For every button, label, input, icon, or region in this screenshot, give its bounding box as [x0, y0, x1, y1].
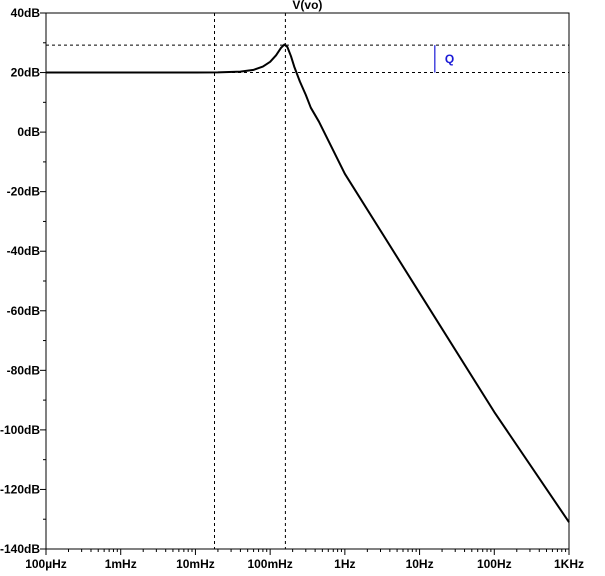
y-tick-label: 40dB	[11, 6, 41, 20]
y-tick-label: -140dB	[0, 542, 40, 556]
q-marker-label: Q	[445, 52, 454, 66]
y-tick-label: -100dB	[0, 423, 40, 437]
x-tick-label: 1KHz	[554, 557, 584, 571]
x-tick-label: 100Hz	[477, 557, 512, 571]
y-tick-label: -80dB	[7, 363, 41, 377]
plot-frame	[45, 12, 570, 550]
chart-title: V(vo)	[292, 0, 322, 12]
y-tick-label: -40dB	[7, 244, 41, 258]
y-tick-label: -20dB	[7, 185, 41, 199]
y-tick-label: 20dB	[11, 66, 41, 80]
y-tick-label: -120dB	[0, 482, 40, 496]
x-tick-label: 100mHz	[247, 557, 292, 571]
y-tick-label: -60dB	[7, 304, 41, 318]
x-tick-label: 10Hz	[406, 557, 434, 571]
x-tick-label: 1mHz	[105, 557, 137, 571]
x-tick-label: 10mHz	[176, 557, 215, 571]
y-tick-label: 0dB	[17, 125, 40, 139]
series-line	[46, 43, 570, 523]
x-tick-label: 100µHz	[25, 557, 67, 571]
x-tick-label: 1Hz	[334, 557, 355, 571]
